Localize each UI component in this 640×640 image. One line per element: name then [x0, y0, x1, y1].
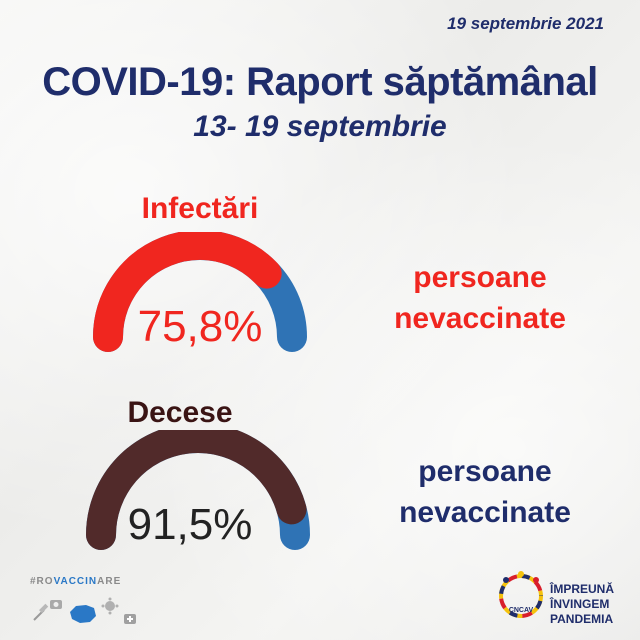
hashtag-prefix: #RO	[30, 576, 54, 587]
deaths-label: Decese	[127, 396, 233, 429]
infections-percent: 75,8%	[137, 302, 263, 351]
report-date: 19 septembrie 2021	[447, 14, 604, 33]
deaths-caption: persoane nevaccinate	[360, 452, 610, 533]
infections-gauge-fill	[93, 232, 282, 352]
virus-icon	[101, 597, 119, 615]
cncav-logo-icon: CNCAV	[499, 571, 543, 618]
infections-label: Infectări	[141, 192, 259, 225]
logo-text: ÎMPREUNĂ ÎNVINGEM PANDEMIA	[550, 582, 614, 627]
infections-caption-line1: persoane	[413, 261, 547, 294]
infections-caption-line2: nevaccinate	[394, 301, 566, 335]
deaths-percent: 91,5%	[127, 500, 253, 549]
footer-icons	[33, 597, 136, 624]
deaths-gauge	[86, 430, 310, 550]
deaths-gauge-fill	[86, 430, 307, 550]
page-subtitle: 13- 19 septembrie	[193, 110, 447, 143]
syringe-icon	[33, 603, 49, 621]
camera-icon	[50, 600, 62, 609]
logo-line1: ÎMPREUNĂ	[550, 582, 615, 596]
logo-line2: ÎNVINGEM	[550, 597, 610, 611]
logo-badge-text: CNCAV	[509, 607, 534, 614]
deaths-caption-line1: persoane	[418, 455, 552, 488]
romania-map-icon	[70, 605, 96, 623]
deaths-caption-line2: nevaccinate	[399, 495, 571, 529]
hashtag: #ROVACCINARE	[30, 576, 121, 587]
logo-line3: PANDEMIA	[550, 612, 614, 626]
page-title: COVID-19: Raport săptămânal	[42, 60, 598, 104]
hashtag-highlight: VACCIN	[53, 576, 98, 587]
medical-kit-icon	[124, 614, 136, 624]
hashtag-suffix: ARE	[97, 576, 122, 587]
infections-caption: persoane nevaccinate	[360, 258, 600, 339]
infections-gauge	[93, 232, 307, 352]
